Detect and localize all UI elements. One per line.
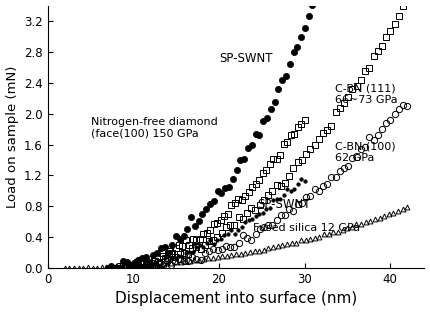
Text: C-BN (100)
62 GPa: C-BN (100) 62 GPa <box>335 141 395 163</box>
Y-axis label: Load on sample (mN): Load on sample (mN) <box>6 66 18 208</box>
X-axis label: Displacement into surface (nm): Displacement into surface (nm) <box>115 291 357 306</box>
Text: Nitrogen-free diamond
(face(100) 150 GPa: Nitrogen-free diamond (face(100) 150 GPa <box>91 117 217 138</box>
Text: SP-SWNT: SP-SWNT <box>219 51 273 65</box>
Text: SP-SWNT: SP-SWNT <box>258 198 311 211</box>
Text: C-BN (111)
66~73 GPa: C-BN (111) 66~73 GPa <box>335 84 397 105</box>
Text: Fused silica 12 GPa: Fused silica 12 GPa <box>253 223 360 233</box>
